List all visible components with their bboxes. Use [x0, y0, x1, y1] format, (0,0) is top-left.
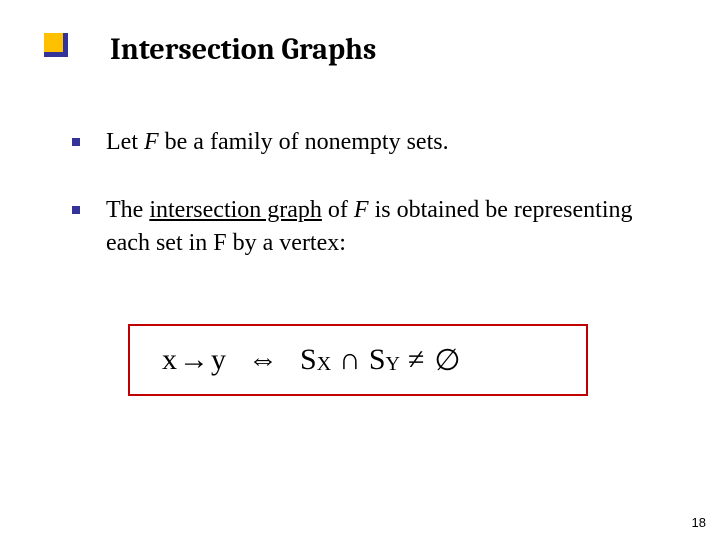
neq-icon: ≠ — [408, 343, 424, 377]
text-run: Let — [106, 129, 144, 155]
page-number: 18 — [692, 515, 706, 530]
formula-sx-base: S — [300, 343, 317, 377]
bullet-text: The intersection graph of F is obtained … — [106, 194, 648, 259]
text-italic: F — [354, 197, 369, 223]
empty-set-icon: ∅ — [434, 343, 460, 378]
bullet-marker — [72, 138, 80, 146]
bullet-list: Let F be a family of nonempty sets. The … — [72, 126, 648, 295]
slide-title: Intersection Graphs — [110, 32, 376, 67]
formula-x: x — [162, 343, 177, 377]
cap-icon: ∩ — [339, 343, 361, 377]
iff-icon: ⇔ — [248, 343, 278, 377]
bullet-marker — [72, 206, 80, 214]
formula-sx-sub: X — [317, 353, 331, 376]
text-run: of — [322, 197, 354, 223]
bullet-item: Let F be a family of nonempty sets. — [72, 126, 648, 158]
formula-sy-sub: Y — [386, 353, 400, 376]
text-underline: intersection graph — [149, 197, 322, 223]
bullet-item: The intersection graph of F is obtained … — [72, 194, 648, 259]
corner-accent — [44, 33, 68, 57]
formula-sy-base: S — [369, 343, 386, 377]
text-run: be a family of nonempty sets. — [159, 129, 449, 155]
formula-y: y — [211, 343, 226, 377]
text-italic: F — [144, 129, 159, 155]
bullet-text: Let F be a family of nonempty sets. — [106, 126, 449, 158]
text-run: The — [106, 197, 149, 223]
formula-box: x → y ⇔ SX ∩ SY ≠ ∅ — [128, 324, 588, 396]
arrow-icon: → — [179, 343, 209, 377]
